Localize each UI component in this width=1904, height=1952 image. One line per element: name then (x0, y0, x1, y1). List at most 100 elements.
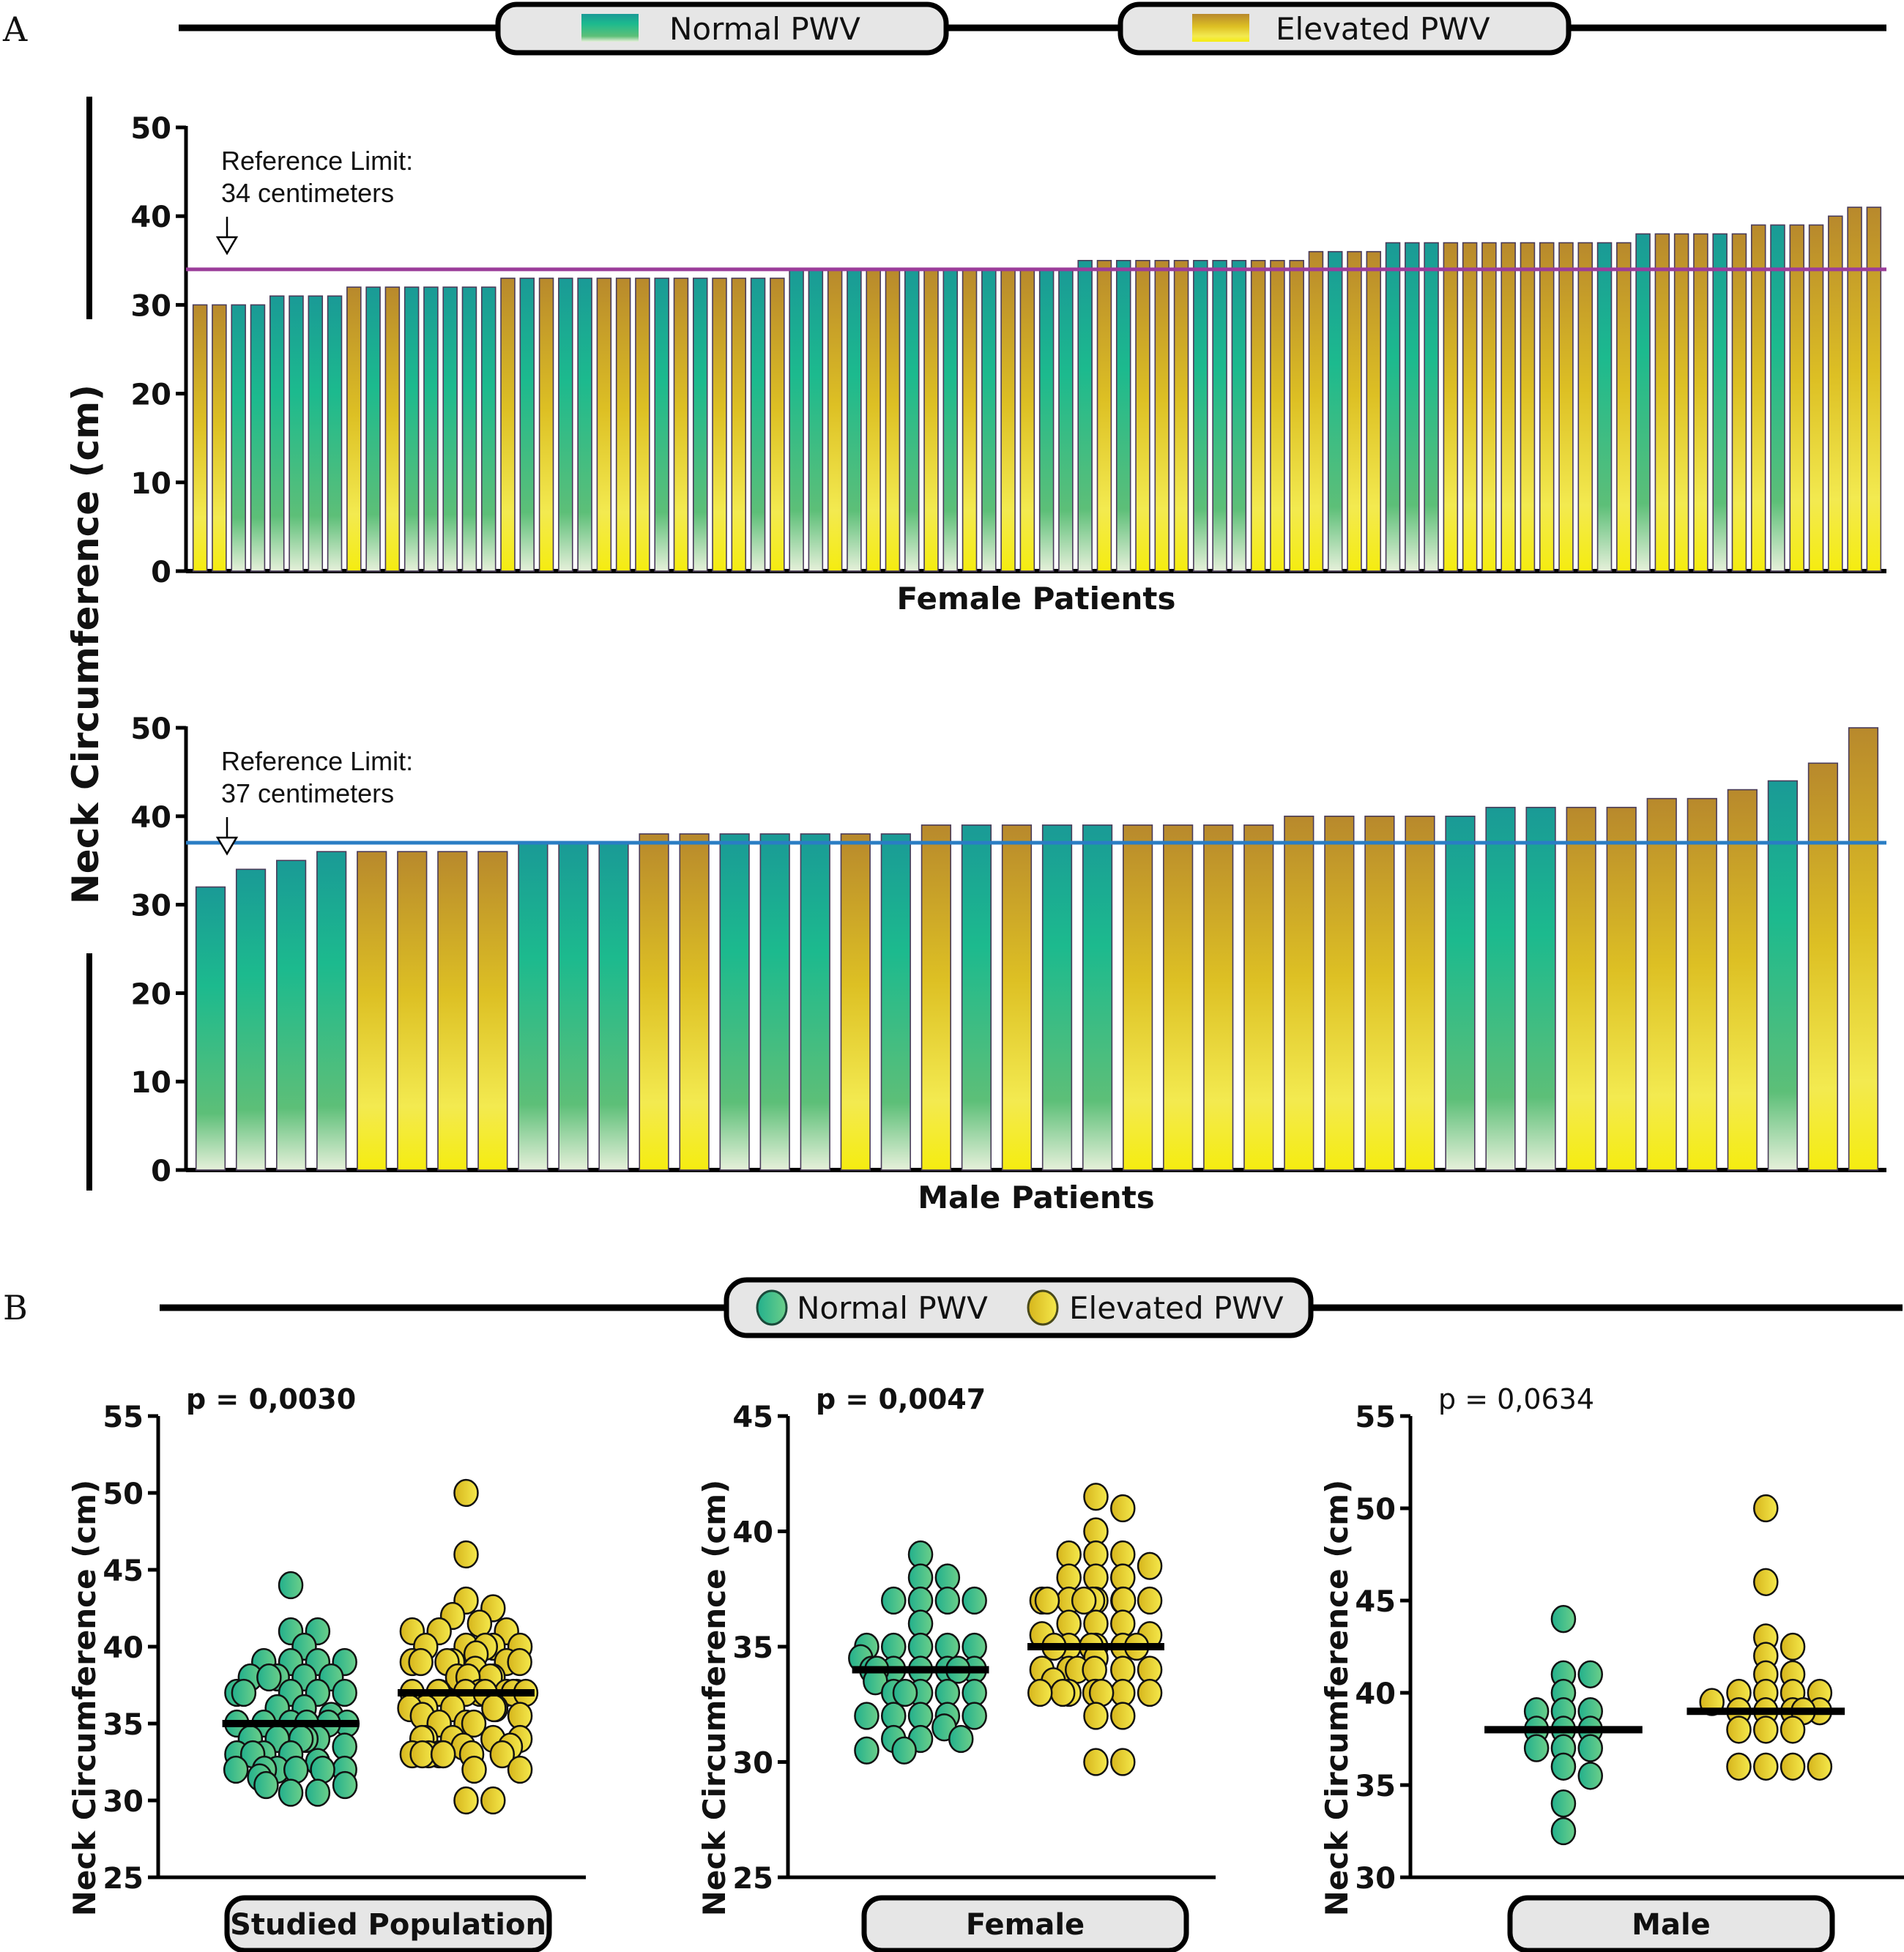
point-normal (333, 1772, 357, 1798)
point-normal (963, 1703, 986, 1729)
legend-normal-swatch (581, 14, 639, 42)
point-elevated (1754, 1495, 1777, 1521)
bar-elevated (1155, 261, 1169, 571)
bar-elevated (674, 278, 688, 571)
bar-normal (751, 278, 765, 571)
point-elevated (1051, 1680, 1074, 1706)
reference-label-line2: 34 centimeters (221, 178, 394, 208)
bar-normal (847, 269, 861, 571)
point-normal (232, 1680, 256, 1706)
bar-elevated (1136, 261, 1150, 571)
bar-normal (405, 287, 419, 571)
bar-normal (1405, 243, 1419, 571)
bar-elevated (1655, 234, 1669, 571)
bar-elevated (1325, 816, 1354, 1170)
y-tick-label: 30 (103, 1785, 144, 1819)
point-elevated (1072, 1587, 1096, 1614)
point-elevated (482, 1695, 505, 1721)
bar-elevated (1728, 790, 1758, 1170)
y-tick-label: 50 (130, 112, 171, 146)
point-normal (1552, 1818, 1575, 1844)
female-scatter: 25 30 35 40 45 Neck Circumference (cm) p = 0,0… (696, 1383, 1216, 1951)
bar-elevated (1097, 261, 1111, 571)
bar-elevated (1290, 261, 1304, 571)
category-label: Male (1632, 1908, 1711, 1942)
bar-normal (520, 278, 534, 571)
panel-label-b: B (3, 1288, 28, 1327)
bar-normal (1446, 816, 1475, 1170)
point-elevated (1084, 1703, 1107, 1729)
bar-normal (1769, 781, 1798, 1170)
bar-elevated (1867, 207, 1881, 571)
bar-elevated (770, 278, 784, 571)
legend-elevated-swatch (1192, 14, 1249, 42)
point-elevated (431, 1741, 455, 1767)
male-scatter: 30 35 40 45 50 55 Neck Circumference (cm) p = 0… (1319, 1383, 1904, 1951)
bar-elevated (478, 852, 507, 1170)
point-elevated (1754, 1716, 1777, 1743)
point-normal (1552, 1790, 1575, 1817)
bar-elevated (1463, 243, 1477, 571)
bar-elevated (212, 305, 226, 571)
y-tick-label: 10 (130, 467, 171, 501)
point-elevated (1111, 1749, 1134, 1776)
bar-elevated (1366, 252, 1380, 571)
bar-elevated (1244, 825, 1273, 1170)
point-normal (893, 1680, 917, 1706)
bar-normal (1386, 243, 1400, 571)
bar-elevated (866, 269, 880, 571)
y-tick-label: 45 (732, 1401, 773, 1434)
y-tick-label: 35 (103, 1708, 144, 1742)
x-axis-label: Male Patients (918, 1180, 1155, 1215)
bar-elevated (1687, 799, 1717, 1170)
bar-normal (1059, 269, 1073, 571)
bar-elevated (1309, 252, 1323, 571)
bar-normal (1040, 269, 1054, 571)
point-elevated (454, 1787, 477, 1814)
bar-normal (196, 887, 226, 1170)
point-normal (1552, 1606, 1575, 1632)
y-tick-label: 35 (1355, 1770, 1396, 1803)
bar-elevated (1520, 243, 1534, 571)
point-elevated (1808, 1754, 1832, 1780)
bar-elevated (1849, 728, 1878, 1170)
point-normal (279, 1572, 302, 1598)
bar-elevated (1003, 825, 1032, 1170)
bar-normal (599, 843, 628, 1170)
bar-elevated (639, 834, 669, 1170)
y-tick-label: 50 (1355, 1493, 1396, 1527)
bar-elevated (1566, 808, 1596, 1170)
y-axis-label: Neck Circumference (cm) (696, 1480, 732, 1917)
point-elevated (1138, 1587, 1161, 1614)
bar-elevated (1501, 243, 1515, 571)
point-normal (949, 1726, 973, 1752)
legend-elevated-dot (1028, 1291, 1057, 1325)
point-elevated (1111, 1495, 1134, 1521)
y-tick-label: 50 (103, 1478, 144, 1511)
bar-elevated (1752, 225, 1766, 571)
point-elevated (468, 1611, 491, 1637)
bar-normal (655, 278, 669, 571)
bar-normal (808, 269, 822, 571)
bar-normal (1713, 234, 1727, 571)
x-axis-label: Female Patients (896, 581, 1175, 616)
point-elevated (1084, 1749, 1107, 1776)
bar-elevated (1204, 825, 1233, 1170)
bar-normal (1232, 261, 1246, 571)
bar-elevated (1607, 808, 1636, 1170)
bar-elevated (1405, 816, 1435, 1170)
y-tick-label: 0 (151, 556, 171, 589)
bar-normal (462, 287, 476, 571)
y-tick-label: 30 (130, 890, 171, 923)
point-elevated (409, 1649, 433, 1675)
bar-elevated (963, 269, 977, 571)
bar-elevated (841, 834, 870, 1170)
bar-normal (270, 296, 284, 571)
bar-elevated (1271, 261, 1284, 571)
y-tick-label: 20 (130, 379, 171, 412)
y-tick-label: 35 (732, 1631, 773, 1665)
bar-elevated (713, 278, 726, 571)
legend-a-normal-label: Normal PWV (669, 11, 860, 47)
arrow-down-icon (217, 237, 237, 253)
bar-normal (800, 834, 830, 1170)
